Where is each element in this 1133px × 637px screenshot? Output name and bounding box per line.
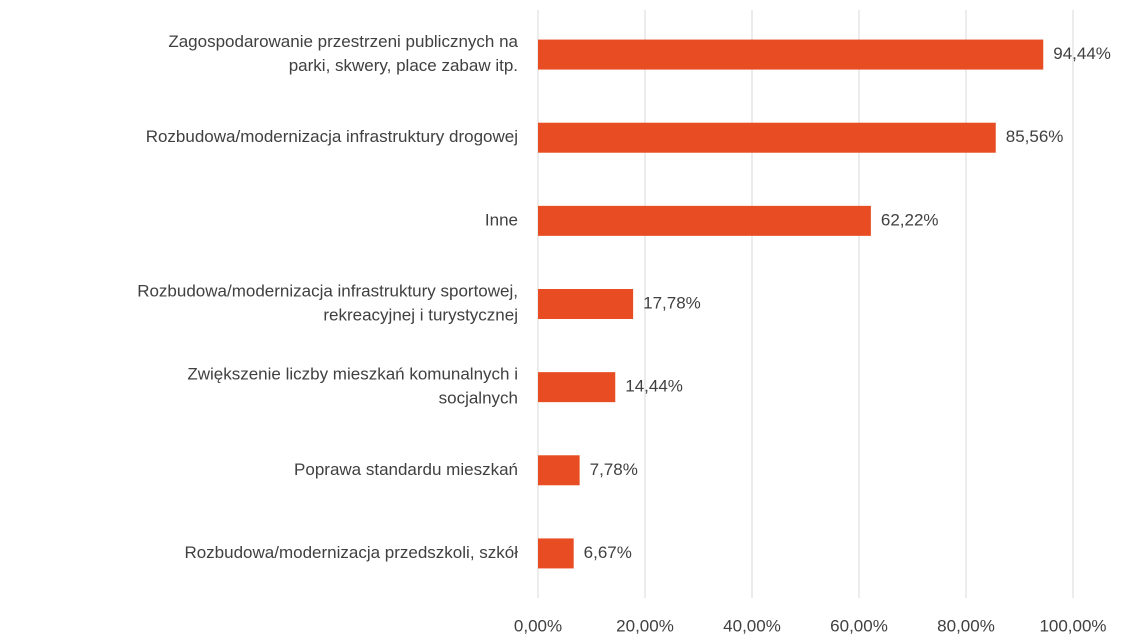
bar [538,455,580,486]
value-label: 62,22% [881,210,939,229]
value-label: 94,44% [1053,44,1111,63]
bar [538,122,996,153]
bar [538,39,1044,70]
category-label: Zagospodarowanie przestrzeni publicznych… [168,32,518,51]
category-label: Rozbudowa/modernizacja infrastruktury dr… [146,127,518,146]
x-tick-label: 40,00% [723,616,781,635]
bar [538,372,616,403]
bar [538,538,574,569]
category-label: Zwiększenie liczby mieszkań komunalnych … [187,365,518,384]
category-label: Rozbudowa/modernizacja infrastruktury sp… [137,281,518,300]
x-tick-label: 20,00% [616,616,674,635]
value-label: 85,56% [1006,127,1064,146]
category-label: Inne [485,210,518,229]
x-tick-label: 100,00% [1039,616,1106,635]
value-label: 17,78% [643,293,701,312]
value-label: 6,67% [584,543,632,562]
category-label: Rozbudowa/modernizacja przedszkoli, szkó… [184,543,518,562]
category-label: Poprawa standardu mieszkań [294,460,518,479]
category-label: parki, skwery, place zabaw itp. [289,56,518,75]
category-label: rekreacyjnej i turystycznej [323,305,518,324]
x-tick-label: 0,00% [514,616,562,635]
x-tick-label: 60,00% [830,616,888,635]
value-label: 7,78% [590,460,638,479]
bar [538,289,634,319]
x-tick-label: 80,00% [937,616,995,635]
value-label: 14,44% [625,377,683,396]
category-label: socjalnych [439,389,518,408]
bar [538,205,871,236]
